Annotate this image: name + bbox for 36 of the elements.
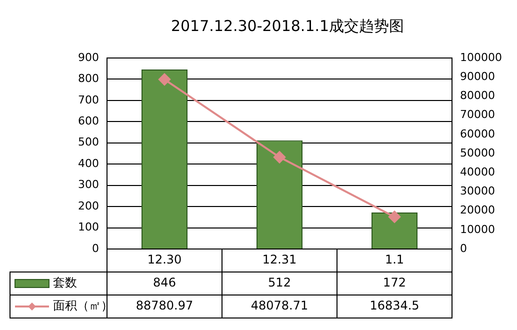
- data-label: 172: [383, 276, 406, 290]
- y2-tick-label: 50000: [460, 146, 496, 160]
- data-label: 48078.71: [250, 298, 308, 313]
- y2-tick-label: 70000: [460, 108, 496, 122]
- data-label: 512: [268, 276, 291, 290]
- y2-tick-label: 40000: [460, 165, 496, 178]
- data-label: 88780.97: [136, 298, 194, 313]
- y-tick-label: 500: [78, 136, 99, 149]
- chart-title: 2017.12.30-2018.1.1成交趋势图: [170, 16, 404, 35]
- legend-label: 套数: [53, 276, 77, 290]
- y2-tick-label: 30000: [460, 184, 496, 198]
- y-tick-label: 900: [78, 50, 99, 64]
- y2-tick-label: 80000: [460, 89, 496, 102]
- legend-label: 面积（㎡）: [53, 298, 113, 313]
- y-tick-label: 0: [92, 242, 99, 255]
- x-tick-label: 12.30: [147, 252, 182, 267]
- y-tick-label: 300: [78, 178, 99, 192]
- y2-tick-label: 10000: [460, 222, 496, 236]
- x-tick-label: 1.1: [384, 252, 404, 267]
- y-tick-label: 200: [78, 199, 99, 212]
- y2-tick-label: 90000: [460, 70, 496, 83]
- y-tick-label: 800: [78, 72, 99, 86]
- point: [388, 210, 401, 223]
- y-tick-label: 700: [78, 93, 99, 106]
- y2-tick-label: 20000: [460, 204, 496, 217]
- y-tick-label: 600: [78, 114, 99, 128]
- y-tick-label: 400: [78, 156, 99, 170]
- data-label: 16834.5: [370, 298, 420, 313]
- point: [158, 73, 170, 86]
- y2-tick-label: 60000: [460, 127, 496, 140]
- y2-tick-label: 0: [460, 242, 468, 255]
- x-tick-label: 12.31: [262, 252, 297, 267]
- point: [274, 151, 286, 164]
- y-tick-label: 100: [78, 220, 99, 234]
- y2-tick-label: 100000: [460, 50, 502, 64]
- data-label: 846: [153, 276, 176, 290]
